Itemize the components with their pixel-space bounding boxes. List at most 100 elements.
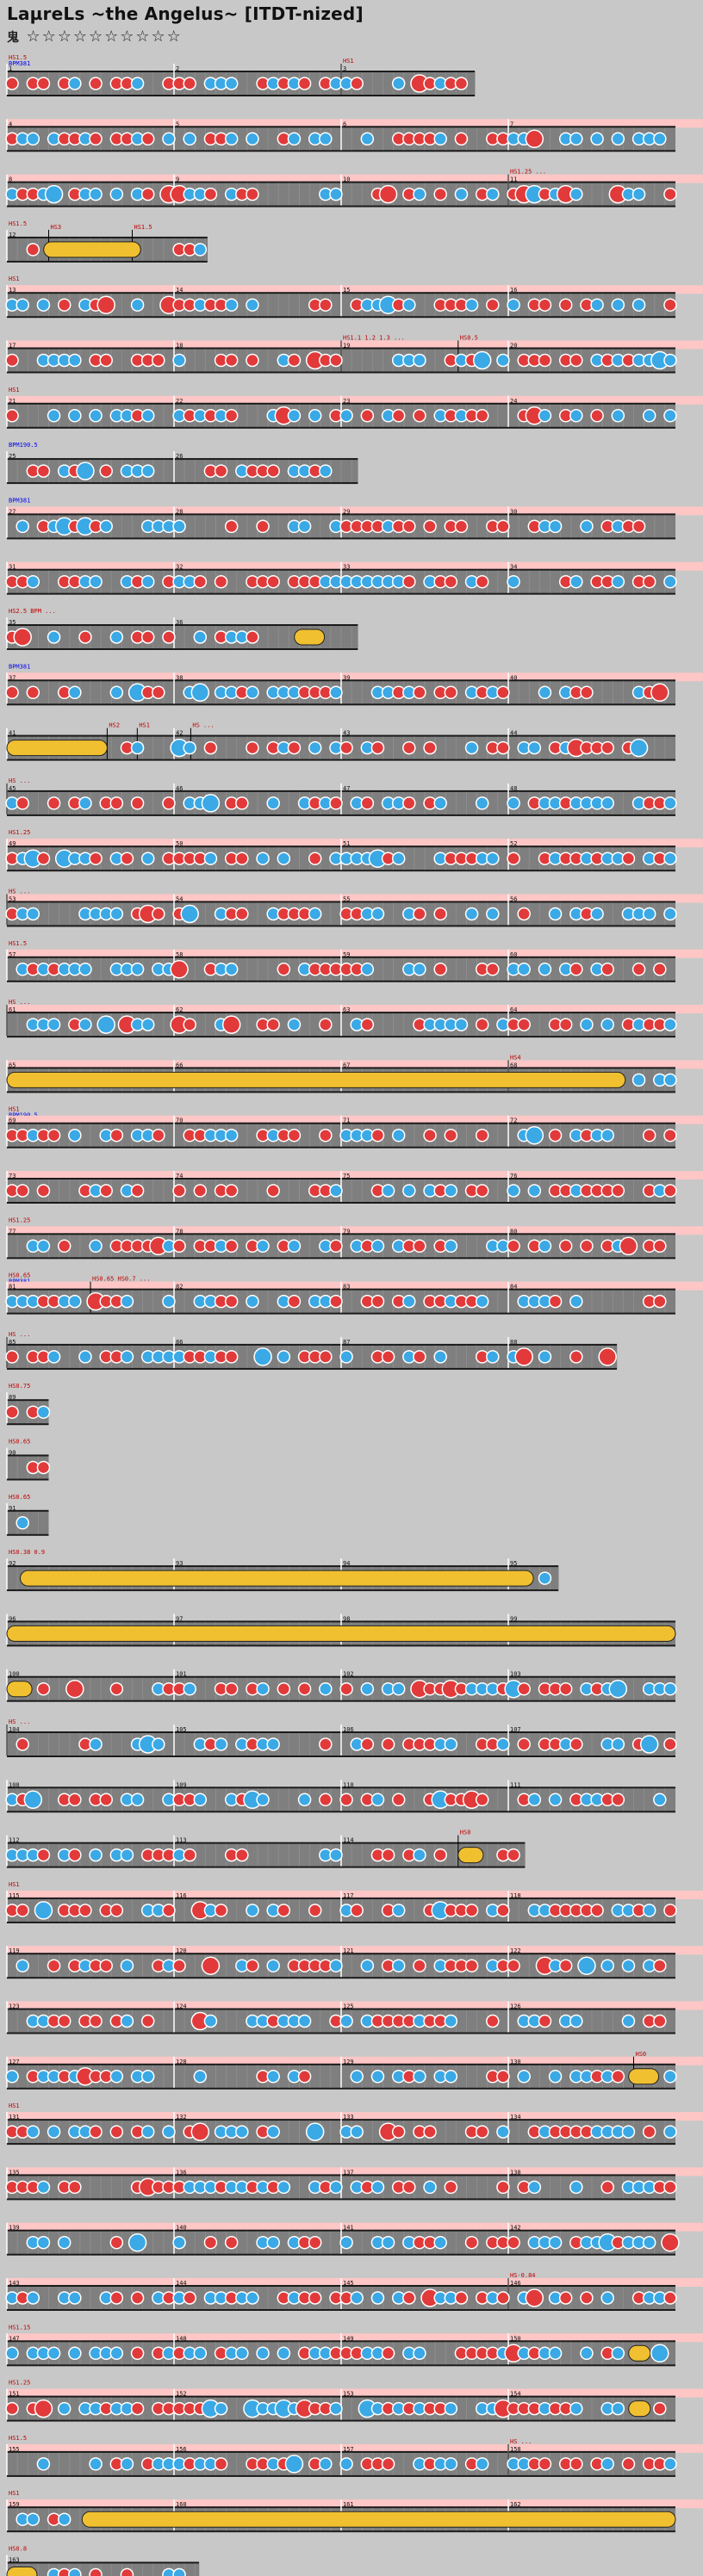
row-marker-label: HS0.75 [9, 1383, 30, 1390]
ka-note [663, 409, 677, 423]
bar-number: 18 [176, 343, 183, 350]
ka-note [527, 1184, 542, 1198]
ka-note [391, 1128, 406, 1142]
roll-note [628, 2344, 651, 2362]
ka-note [128, 2232, 147, 2252]
don-note [663, 298, 677, 312]
don-note [235, 1848, 249, 1862]
don-note [319, 1350, 333, 1364]
ka-note [224, 132, 239, 146]
don-note [224, 1350, 239, 1364]
bar-number: 65 [9, 1062, 16, 1068]
roll-note [43, 241, 141, 258]
don-note [193, 1184, 208, 1198]
chart-header: LaµreLs ~the Angelus~ [ITDT-nized] 鬼 ☆☆☆… [7, 3, 696, 53]
don-note [370, 1294, 385, 1309]
gogo-band [7, 949, 703, 958]
ka-note [370, 1793, 385, 1807]
don-note [183, 1018, 196, 1031]
ka-note [16, 298, 29, 312]
don-note [152, 353, 165, 368]
don-note [444, 2180, 458, 2195]
ka-note [580, 2346, 594, 2361]
bar-number: 125 [343, 2003, 354, 2010]
hs-change-label: HS2 [109, 722, 120, 729]
ka-note [246, 1294, 259, 1309]
don-note [89, 2014, 103, 2028]
don-note [246, 1959, 259, 1972]
don-note [486, 963, 500, 976]
don-note [486, 298, 500, 312]
don-note [475, 574, 489, 589]
ka-note [256, 1793, 270, 1807]
bar-number: 120 [176, 1947, 187, 1954]
bar-number: 94 [343, 1560, 350, 1567]
ka-note [600, 2291, 614, 2305]
bar-number: 60 [510, 951, 517, 958]
gogo-band [7, 1005, 703, 1014]
don-note [496, 2291, 510, 2305]
don-note [89, 2125, 103, 2139]
ka-note [580, 1018, 594, 1031]
gogo-band [7, 1171, 703, 1180]
ka-note [214, 2401, 228, 2416]
don-note [214, 574, 228, 589]
bar-number: 43 [343, 730, 350, 737]
ka-note [642, 1904, 656, 1917]
bar-number: 57 [9, 951, 16, 958]
don-note [600, 740, 614, 755]
don-note [538, 2014, 552, 2028]
don-note [475, 1018, 489, 1031]
difficulty-stars: ☆☆☆☆☆☆☆☆☆☆ [26, 28, 183, 46]
bar-number: 127 [9, 2059, 20, 2065]
row-marker-label: HS1 [9, 387, 20, 393]
don-note [402, 2291, 416, 2305]
ka-note [444, 1184, 458, 1198]
don-note [99, 1959, 113, 1972]
hs-change-label: HS ... [9, 999, 30, 1006]
ka-note [16, 519, 29, 534]
don-note [266, 574, 280, 589]
ka-note [26, 2291, 40, 2305]
bar-number: 38 [176, 674, 183, 681]
ka-note [663, 2457, 677, 2471]
ka-note [370, 907, 385, 921]
ka-note [548, 2235, 563, 2250]
don-note [433, 1848, 447, 1862]
ka-note [172, 353, 186, 368]
gogo-band [7, 894, 703, 903]
don-note [329, 796, 343, 810]
don-note [277, 1681, 291, 1696]
gogo-band [7, 340, 703, 350]
don-note [444, 685, 458, 700]
don-note [36, 851, 51, 865]
bar-number: 147 [9, 2335, 20, 2342]
don-note [507, 1848, 520, 1862]
roll-note [6, 740, 108, 757]
don-note [423, 2125, 437, 2139]
hs-change-label: HS1 [139, 722, 150, 729]
row-marker-label: HS1 [9, 276, 20, 282]
don-note [235, 796, 249, 810]
don-note [339, 1681, 353, 1696]
don-note [454, 519, 469, 534]
ka-note [548, 519, 563, 534]
don-note [525, 2288, 544, 2307]
don-note [413, 907, 426, 921]
don-note [99, 1184, 113, 1198]
ka-note [653, 132, 667, 146]
ka-note [370, 2180, 385, 2195]
ka-note [391, 77, 406, 90]
bar-number: 142 [510, 2225, 521, 2232]
don-note [308, 1904, 322, 1917]
ka-note [548, 1793, 563, 1807]
bar-number: 146 [510, 2280, 521, 2287]
gogo-band [7, 2167, 703, 2177]
don-note [600, 2180, 614, 2195]
don-note [89, 851, 103, 865]
don-note [36, 464, 51, 478]
don-note [183, 1848, 196, 1862]
ka-note [120, 1848, 134, 1862]
bar-number: 75 [343, 1173, 350, 1180]
ka-note [391, 1904, 406, 1917]
